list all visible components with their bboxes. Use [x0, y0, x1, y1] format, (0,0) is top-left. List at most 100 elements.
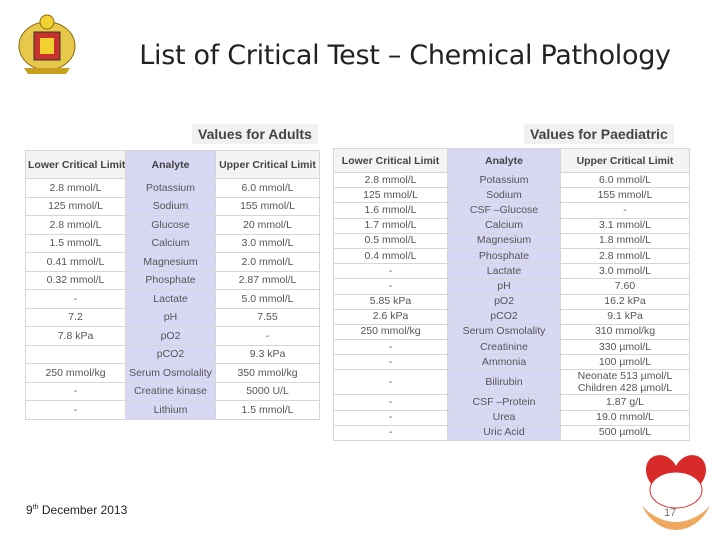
table-cell: 1.87 g/L: [560, 394, 690, 411]
table-cell: Lactate: [125, 289, 216, 309]
table-cell: Serum Osmolality: [447, 323, 561, 341]
table-row: 125 mmol/L Sodium 155 mmol/L: [333, 187, 690, 204]
table-cell: 5.85 kPa: [333, 293, 448, 310]
table-cell: 7.8 kPa: [25, 326, 126, 346]
table-cell: Lithium: [125, 400, 216, 420]
table-row: 250 mmol/kg Serum Osmolality 310 mmol/kg: [333, 323, 690, 341]
table-cell: pCO2: [447, 308, 561, 325]
table-cell: 250 mmol/kg: [333, 323, 448, 341]
table-cell: 19.0 mmol/L: [560, 409, 690, 426]
table-cell: Magnesium: [447, 232, 561, 249]
table-cell: 310 mmol/kg: [560, 323, 690, 341]
table-cell: 125 mmol/L: [25, 196, 126, 216]
table-cell: -: [560, 202, 690, 219]
table-cell: -: [333, 424, 448, 442]
table-caption: Values for Adults: [192, 124, 318, 144]
table-cell: 9.1 kPa: [560, 308, 690, 325]
table-cell: CSF –Protein: [447, 394, 561, 411]
table-row: - Creatinine 330 µmol/L: [333, 339, 690, 356]
table-cell: 250 mmol/kg: [25, 363, 126, 383]
table-cell: Creatinine: [447, 339, 561, 356]
table-cell: -: [333, 354, 448, 371]
table-cell: Phosphate: [447, 247, 561, 265]
column-header: Lower Critical Limit: [25, 150, 126, 179]
column-header: Upper Critical Limit: [215, 150, 320, 179]
column-header: Lower Critical Limit: [333, 148, 448, 173]
table-row: - Lactate 3.0 mmol/L: [333, 263, 690, 280]
table-row: - Lithium 1.5 mmol/L: [25, 400, 320, 420]
table-cell: 6.0 mmol/L: [560, 171, 690, 189]
table-cell: 9.3 kPa: [215, 344, 320, 364]
date-suffix: th: [32, 504, 39, 511]
table-cell: 16.2 kPa: [560, 293, 690, 310]
page-number: 17: [664, 507, 677, 519]
table-cell: 2.8 mmol/L: [333, 171, 448, 189]
table-cell: 20 mmol/L: [215, 215, 320, 235]
table-cell: 1.7 mmol/L: [333, 217, 448, 234]
table-cell: Magnesium: [125, 252, 216, 272]
table-cell: 2.8 mmol/L: [25, 215, 126, 235]
table-cell: Potassium: [447, 171, 561, 189]
table-cell: 2.87 mmol/L: [215, 270, 320, 290]
table-row: 2.8 mmol/L Glucose 20 mmol/L: [25, 215, 320, 235]
hospital-logo: [642, 455, 710, 530]
footer-date: 9th December 2013: [26, 503, 127, 517]
table-cell: 5000 U/L: [215, 381, 320, 401]
table-cell: 0.41 mmol/L: [25, 252, 126, 272]
table-row: 250 mmol/kg Serum Osmolality 350 mmol/kg: [25, 363, 320, 383]
date-rest: December 2013: [38, 503, 128, 517]
table-row: 2.8 mmol/L Potassium 6.0 mmol/L: [333, 171, 690, 189]
table-cell: 1.8 mmol/L: [560, 232, 690, 249]
table-cell: pO2: [125, 326, 216, 346]
table-row: 0.32 mmol/L Phosphate 2.87 mmol/L: [25, 270, 320, 290]
table-cell: pO2: [447, 293, 561, 310]
table-cell: 155 mmol/L: [215, 196, 320, 216]
header-row: Lower Critical Limit Analyte Upper Critica…: [333, 148, 690, 173]
table-cell: Sodium: [447, 187, 561, 204]
table-cell: -: [333, 369, 448, 396]
table-row: 0.5 mmol/L Magnesium 1.8 mmol/L: [333, 232, 690, 249]
table-cell: Calcium: [125, 233, 216, 253]
date-day: 9: [26, 503, 33, 517]
table-cell: 125 mmol/L: [333, 187, 448, 204]
table-cell: Serum Osmolality: [125, 363, 216, 383]
table-row: 1.6 mmol/L CSF –Glucose -: [333, 202, 690, 219]
table-cell: 2.8 mmol/L: [25, 178, 126, 198]
table-cell: -: [333, 394, 448, 411]
table-row: - Ammonia 100 µmol/L: [333, 354, 690, 371]
table-cell: Glucose: [125, 215, 216, 235]
table-cell: pCO2: [125, 344, 216, 364]
table-cell: Lactate: [447, 263, 561, 280]
table-row: - CSF –Protein 1.87 g/L: [333, 394, 690, 411]
paediatric-table: Lower Critical Limit Analyte Upper Critica…: [333, 148, 690, 442]
table-cell: Ammonia: [447, 354, 561, 371]
table-cell: 6.0 mmol/L: [215, 178, 320, 198]
table-cell: -: [333, 339, 448, 356]
column-header: Analyte: [447, 148, 561, 173]
column-header: Upper Critical Limit: [560, 148, 690, 173]
table-row: pCO2 9.3 kPa: [25, 344, 320, 364]
adults-table: Lower Critical Limit Analyte Upper Critica…: [25, 150, 320, 420]
table-caption: Values for Paediatric: [524, 124, 674, 144]
table-cell: Sodium: [125, 196, 216, 216]
table-row: 5.85 kPa pO2 16.2 kPa: [333, 293, 690, 310]
table-cell: 500 µmol/L: [560, 424, 690, 442]
table-cell: Uric Acid: [447, 424, 561, 442]
table-cell: CSF –Glucose: [447, 202, 561, 219]
table-row: - Urea 19.0 mmol/L: [333, 409, 690, 426]
table-cell: 2.8 mmol/L: [560, 247, 690, 265]
table-cell: 0.5 mmol/L: [333, 232, 448, 249]
table-row: 0.4 mmol/L Phosphate 2.8 mmol/L: [333, 247, 690, 265]
table-cell: 0.32 mmol/L: [25, 270, 126, 290]
table-cell: Calcium: [447, 217, 561, 234]
table-cell: [25, 344, 126, 364]
table-cell: 100 µmol/L: [560, 354, 690, 371]
table-row: 125 mmol/L Sodium 155 mmol/L: [25, 196, 320, 216]
crest-logo: [18, 14, 76, 74]
table-cell: -: [215, 326, 320, 346]
table-cell: 350 mmol/kg: [215, 363, 320, 383]
table-cell: -: [25, 381, 126, 401]
table-cell: Potassium: [125, 178, 216, 198]
table-row: - pH 7.60: [333, 278, 690, 295]
